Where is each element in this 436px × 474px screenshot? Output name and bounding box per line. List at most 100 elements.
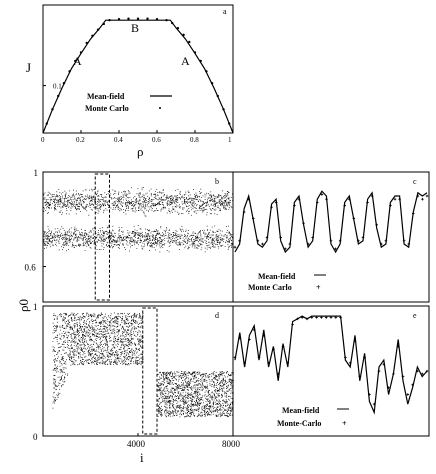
panel-d-point: [166, 399, 168, 401]
panel-d-point: [132, 320, 134, 322]
panel-d-point: [65, 363, 67, 365]
panel-b-point: [195, 239, 197, 241]
panel-b-point: [196, 199, 197, 201]
panel-d-point: [59, 380, 61, 381]
panel-b-point: [223, 207, 225, 209]
panel-d-point: [54, 359, 56, 360]
panel-d-point: [169, 410, 171, 412]
panel-b-point: [203, 232, 205, 234]
panel-d-point: [216, 376, 217, 378]
panel-d-point: [96, 333, 98, 335]
panel-b-point: [217, 202, 219, 204]
panel-d-point: [189, 412, 191, 414]
panel-b-point: [220, 202, 222, 204]
panel-d-point: [182, 400, 184, 401]
panel-b-point: [226, 193, 228, 195]
panel-b-point: [172, 211, 173, 213]
panel-b-point: [51, 236, 53, 238]
panel-b-point: [99, 200, 101, 202]
panel-d-point: [135, 327, 137, 329]
panel-b-point: [69, 231, 70, 233]
panel-b-point: [63, 203, 65, 205]
panel-b-point: [127, 197, 129, 199]
panel-b-point: [152, 236, 154, 238]
panel-b-point: [134, 234, 135, 236]
panel-b-point: [117, 237, 119, 239]
panel-d-point: [112, 329, 114, 331]
panel-d-point: [56, 371, 57, 373]
panel-d-point: [60, 329, 61, 331]
panel-b-point: [122, 244, 124, 246]
panel-d-point: [100, 351, 102, 352]
panel-b-point: [154, 230, 155, 232]
panel-b-point: [210, 191, 212, 193]
panel-b-point: [145, 200, 147, 201]
panel-d-point: [70, 336, 72, 338]
panel-d-point: [130, 361, 132, 362]
panel-a-montecarlo-point: [146, 17, 149, 20]
panel-b-point: [194, 198, 196, 200]
panel-d-point: [94, 361, 95, 363]
panel-b-point: [138, 196, 140, 198]
panel-b-point: [162, 243, 163, 245]
panel-b-point: [81, 231, 83, 233]
panel-d-point: [59, 314, 60, 316]
panel-b-point: [75, 235, 77, 237]
panel-d-point: [55, 385, 57, 387]
panel-d-point: [72, 314, 74, 316]
panel-d-point: [112, 328, 114, 330]
panel-d-point: [79, 329, 81, 331]
panel-b-point: [178, 197, 180, 199]
panel-b-point: [150, 239, 151, 241]
panel-d-point: [163, 371, 165, 373]
panel-d-point: [61, 343, 63, 345]
panel-d-point: [193, 414, 195, 416]
panel-b-point: [152, 239, 154, 241]
legend-c-montecarlo-label: Monte Carlo: [248, 283, 292, 292]
panel-d-point: [134, 328, 136, 329]
panel-d-point: [132, 353, 134, 355]
panel-d-point: [179, 399, 181, 401]
legend-a-meanfield-label: Mean-field: [87, 92, 125, 101]
panel-d-point: [222, 412, 224, 414]
panel-d-point: [68, 319, 70, 321]
panel-b-point: [230, 199, 231, 201]
panel-b-point: [84, 250, 86, 252]
panel-b-point: [213, 246, 215, 248]
panel-b-point: [213, 242, 215, 244]
panel-d-point: [102, 362, 104, 364]
panel-d-point: [95, 319, 97, 321]
panel-b-point: [101, 239, 103, 241]
panel-d-point: [188, 395, 189, 397]
panel-d-point: [183, 402, 185, 404]
panel-b-point: [180, 229, 182, 231]
panel-b-point: [84, 232, 86, 234]
panel-b-point: [138, 232, 140, 234]
panel-b-point: [141, 247, 143, 249]
panel-b-point: [142, 194, 144, 196]
panel-d-point: [54, 336, 56, 338]
panel-c-montecarlo-point: [352, 217, 356, 220]
panel-b-point: [195, 233, 196, 234]
panel-b-point: [186, 201, 187, 203]
panel-b-point: [121, 231, 122, 232]
panel-b-point: [111, 235, 113, 236]
panel-d-point: [103, 329, 105, 330]
panel-d-point: [57, 358, 58, 359]
panel-b-point: [129, 243, 131, 245]
panel-d-point: [223, 400, 225, 402]
panel-b-point: [59, 238, 61, 240]
panel-b-point: [173, 240, 174, 241]
panel-b-point: [135, 232, 137, 234]
panel-b-point: [158, 243, 160, 245]
panel-b-point: [229, 238, 231, 239]
panel-d-point: [136, 315, 138, 317]
panel-d-point: [58, 350, 60, 352]
panel-d-point: [101, 356, 103, 358]
panel-d-point: [207, 412, 209, 414]
panel-b-point: [152, 204, 154, 206]
panel-d-point: [99, 314, 101, 316]
panel-b-point: [118, 240, 120, 242]
panel-d-point: [97, 316, 99, 318]
panel-d-point: [206, 403, 208, 405]
